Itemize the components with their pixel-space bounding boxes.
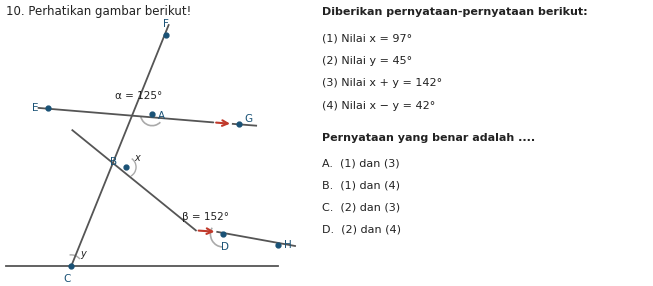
Text: B.  (1) dan (4): B. (1) dan (4) — [322, 180, 400, 190]
Text: E: E — [32, 103, 39, 113]
Text: G: G — [244, 114, 253, 124]
Text: x: x — [135, 153, 140, 163]
Text: (4) Nilai x − y = 42°: (4) Nilai x − y = 42° — [322, 100, 436, 110]
Text: B: B — [110, 157, 117, 167]
Text: 10. Perhatikan gambar berikut!: 10. Perhatikan gambar berikut! — [7, 5, 191, 18]
Text: β = 152°: β = 152° — [182, 212, 229, 222]
Text: y: y — [80, 249, 86, 259]
Text: C: C — [64, 273, 71, 283]
Text: α = 125°: α = 125° — [115, 91, 163, 101]
Text: H: H — [284, 240, 292, 250]
Text: A.  (1) dan (3): A. (1) dan (3) — [322, 158, 400, 168]
Text: F: F — [163, 19, 168, 29]
Text: D: D — [221, 242, 229, 252]
Text: A: A — [158, 111, 165, 121]
Text: D.  (2) dan (4): D. (2) dan (4) — [322, 225, 401, 235]
Text: Diberikan pernyataan-pernyataan berikut:: Diberikan pernyataan-pernyataan berikut: — [322, 7, 588, 17]
Text: C.  (2) dan (3): C. (2) dan (3) — [322, 202, 400, 212]
Text: (2) Nilai y = 45°: (2) Nilai y = 45° — [322, 56, 413, 66]
Text: (1) Nilai x = 97°: (1) Nilai x = 97° — [322, 34, 413, 44]
Text: Pernyataan yang benar adalah ....: Pernyataan yang benar adalah .... — [322, 133, 535, 142]
Text: (3) Nilai x + y = 142°: (3) Nilai x + y = 142° — [322, 78, 442, 88]
